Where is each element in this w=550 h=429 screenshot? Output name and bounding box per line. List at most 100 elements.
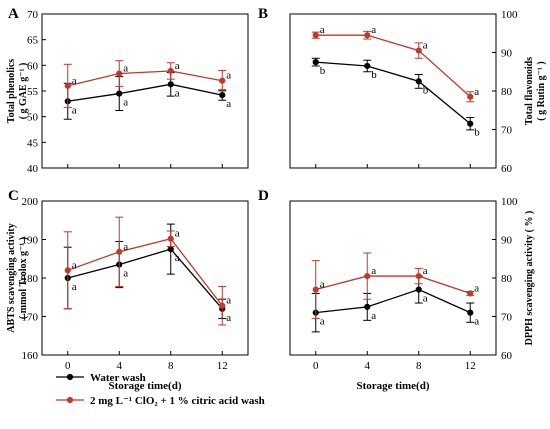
- series-line: [67, 83, 223, 102]
- data-point: [312, 286, 319, 293]
- y-tick-label: 40: [27, 163, 39, 175]
- significance-label: b: [320, 65, 326, 77]
- panel-b: B 60 70 80 90 100 Total flavonoids( g Rutin g⁻…: [258, 6, 547, 175]
- significance-label: a: [72, 75, 77, 87]
- x-tick-label: 4: [117, 360, 123, 372]
- y-tick-label: 100: [501, 9, 518, 21]
- series-clo2-citric-wash: a a a a: [311, 252, 479, 319]
- significance-label: a: [175, 228, 180, 240]
- legend: Water wash 2 mg L⁻¹ ClO₂ + 1 % citric aci…: [56, 372, 265, 407]
- x-tick-label: 12: [217, 360, 228, 372]
- data-point: [116, 90, 123, 97]
- y-tick-label: 170: [22, 312, 39, 324]
- significance-label: a: [226, 70, 231, 82]
- significance-label: a: [226, 98, 231, 110]
- y-axis-label: ( g GAE g⁻¹ ): [18, 63, 29, 120]
- plot-frame: [41, 13, 249, 169]
- y-tick-label: 90: [501, 235, 513, 247]
- data-point: [167, 246, 174, 253]
- legend-label: 2 mg L⁻¹ ClO₂ + 1 % citric acid wash: [90, 395, 265, 407]
- data-point: [312, 32, 319, 39]
- significance-label: a: [320, 316, 325, 328]
- series-line: [315, 61, 471, 125]
- y-tick-label: 70: [501, 125, 513, 137]
- data-point: [364, 272, 371, 280]
- significance-label: a: [123, 241, 128, 253]
- x-axis-label: Storage time(d): [356, 380, 429, 392]
- y-tick-label: 65: [27, 35, 39, 47]
- significance-label: a: [320, 24, 325, 36]
- y-tick-label: 60: [27, 60, 39, 72]
- significance-label: a: [123, 97, 128, 109]
- data-point: [415, 78, 422, 85]
- plot-frame: [289, 13, 497, 169]
- y-tick-label: 55: [27, 86, 39, 98]
- significance-label: a: [72, 281, 77, 293]
- y-axis-label: Total phenolics: [6, 59, 17, 123]
- significance-label: a: [226, 295, 231, 307]
- significance-label: a: [123, 268, 128, 280]
- y-axis-label: ( g Rutin g⁻¹ ): [536, 61, 547, 120]
- panel-letter: C: [8, 188, 19, 204]
- data-point: [415, 272, 422, 280]
- y-tick-label: 70: [27, 9, 39, 21]
- significance-label: a: [72, 259, 77, 271]
- y-tick-label: 70: [501, 312, 513, 324]
- data-point: [116, 70, 123, 77]
- y-tick-label: 45: [27, 137, 39, 149]
- significance-label: a: [72, 104, 77, 116]
- legend-swatch-marker: [66, 373, 74, 381]
- significance-label: a: [423, 40, 428, 52]
- data-point: [364, 62, 371, 70]
- series-line: [315, 275, 471, 295]
- data-point: [167, 67, 174, 75]
- data-point: [219, 77, 226, 84]
- significance-label: a: [175, 252, 180, 264]
- significance-label: b: [474, 127, 480, 139]
- data-point: [467, 290, 474, 297]
- series-line: [67, 237, 223, 307]
- series-clo2-citric-wash: a a a a: [63, 60, 231, 108]
- significance-label: a: [371, 265, 376, 277]
- y-tick-label: 180: [22, 273, 39, 285]
- significance-label: a: [175, 87, 180, 99]
- series-line: [315, 288, 471, 314]
- y-tick-label: 200: [22, 196, 39, 208]
- panel-letter: D: [258, 188, 269, 204]
- data-point: [219, 302, 226, 309]
- y-axis-label: ( mmol Trolox g⁻¹ ): [18, 237, 29, 319]
- data-point: [467, 93, 474, 100]
- significance-label: a: [474, 282, 479, 294]
- plot-frame: [41, 200, 249, 356]
- significance-label: a: [226, 312, 231, 324]
- significance-label: a: [371, 24, 376, 36]
- x-tick-label: 12: [465, 360, 476, 372]
- significance-label: b: [423, 84, 429, 96]
- y-tick-label: 60: [501, 350, 513, 362]
- data-point: [415, 286, 422, 293]
- legend-swatch-marker: [66, 396, 74, 404]
- significance-label: a: [423, 293, 428, 305]
- significance-label: a: [474, 316, 479, 328]
- data-point: [64, 82, 71, 89]
- data-point: [467, 120, 474, 127]
- significance-label: a: [371, 310, 376, 322]
- data-point: [167, 235, 174, 242]
- data-point: [364, 303, 371, 310]
- significance-label: a: [320, 279, 325, 291]
- y-tick-label: 100: [501, 196, 518, 208]
- series-line: [67, 248, 223, 310]
- y-tick-label: 80: [501, 273, 513, 285]
- data-point: [467, 309, 474, 316]
- data-point: [364, 32, 371, 39]
- data-point: [312, 59, 319, 66]
- data-point: [167, 81, 174, 88]
- data-point: [219, 92, 226, 99]
- y-axis-label: Total flavonoids: [524, 57, 535, 125]
- x-axis-label: Storage time(d): [108, 380, 181, 392]
- panel-a: A 40 45 50 55 60 65 70 Total phenolics( g GAE g⁻…: [6, 6, 249, 175]
- series-water-wash: b b b b: [311, 57, 480, 139]
